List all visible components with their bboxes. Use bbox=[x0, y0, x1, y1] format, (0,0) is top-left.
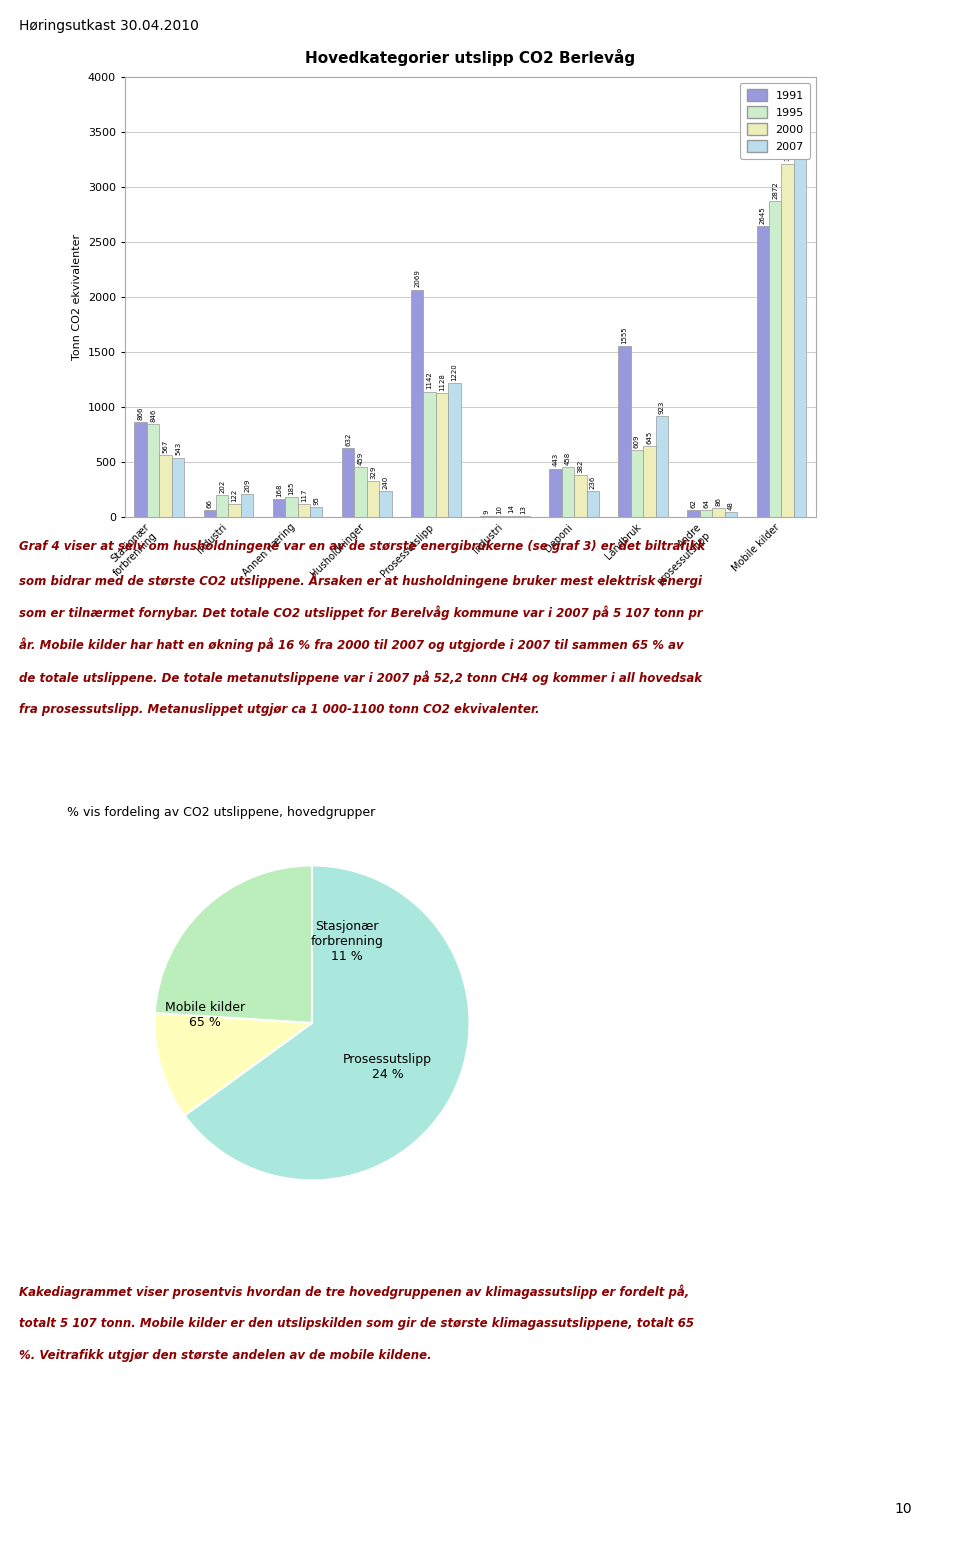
Text: 86: 86 bbox=[715, 497, 722, 505]
Text: 240: 240 bbox=[382, 476, 389, 488]
Text: 632: 632 bbox=[345, 432, 351, 446]
Text: 443: 443 bbox=[552, 452, 559, 466]
Bar bbox=[562, 466, 574, 517]
Bar bbox=[687, 511, 700, 517]
Bar bbox=[204, 510, 216, 517]
Bar bbox=[342, 448, 354, 517]
Y-axis label: Tonn CO2 ekvivalenter: Tonn CO2 ekvivalenter bbox=[72, 235, 83, 360]
Text: % vis fordeling av CO2 utslippene, hovedgrupper: % vis fordeling av CO2 utslippene, hoved… bbox=[67, 806, 375, 818]
Text: 1128: 1128 bbox=[439, 374, 445, 391]
Bar bbox=[134, 422, 147, 517]
Text: Kakediagrammet viser prosentvis hvordan de tre hovedgruppenen av klimagassutslip: Kakediagrammet viser prosentvis hvordan … bbox=[19, 1285, 689, 1299]
Text: 3343: 3343 bbox=[797, 130, 804, 147]
Wedge shape bbox=[155, 1013, 312, 1115]
Bar bbox=[643, 446, 656, 517]
Text: 62: 62 bbox=[690, 499, 697, 508]
Text: 1220: 1220 bbox=[451, 363, 458, 381]
Text: Graf 4 viser at selv om husholdningene var en av de største energibrukerne (se g: Graf 4 viser at selv om husholdningene v… bbox=[19, 540, 706, 553]
Bar bbox=[159, 455, 172, 517]
Bar bbox=[700, 510, 712, 517]
Bar bbox=[285, 497, 298, 517]
Text: 64: 64 bbox=[703, 499, 709, 508]
Text: 609: 609 bbox=[634, 434, 640, 448]
Text: Stasjonær
forbrenning
11 %: Stasjonær forbrenning 11 % bbox=[310, 920, 383, 962]
Text: 14: 14 bbox=[508, 505, 515, 514]
Text: 117: 117 bbox=[300, 488, 307, 502]
Text: 168: 168 bbox=[276, 483, 282, 497]
Text: 866: 866 bbox=[137, 406, 144, 420]
Bar bbox=[656, 415, 668, 517]
Text: 382: 382 bbox=[577, 460, 584, 472]
Text: 202: 202 bbox=[219, 480, 226, 493]
Bar bbox=[172, 457, 184, 517]
Text: totalt 5 107 tonn. Mobile kilder er den utslipskilden som gir de største klimaga: totalt 5 107 tonn. Mobile kilder er den … bbox=[19, 1317, 694, 1329]
Bar bbox=[631, 451, 643, 517]
Text: 10: 10 bbox=[495, 505, 502, 514]
Bar bbox=[273, 499, 285, 517]
Text: 543: 543 bbox=[175, 442, 181, 455]
Text: Prosessutslipp
24 %: Prosessutslipp 24 % bbox=[343, 1053, 432, 1081]
Text: som bidrar med de største CO2 utslippene. Årsaken er at husholdningene bruker me: som bidrar med de største CO2 utslippene… bbox=[19, 573, 702, 588]
Text: 2069: 2069 bbox=[414, 270, 420, 287]
Bar bbox=[769, 201, 781, 517]
Text: 923: 923 bbox=[659, 400, 665, 414]
Wedge shape bbox=[155, 865, 312, 1024]
Bar bbox=[310, 506, 323, 517]
Bar bbox=[712, 508, 725, 517]
Bar bbox=[298, 505, 310, 517]
Bar bbox=[549, 468, 562, 517]
Text: 209: 209 bbox=[244, 479, 251, 493]
Text: %. Veitrafikk utgjør den største andelen av de mobile kildene.: %. Veitrafikk utgjør den største andelen… bbox=[19, 1349, 432, 1362]
Text: år. Mobile kilder har hatt en økning på 16 % fra 2000 til 2007 og utgjorde i 200: år. Mobile kilder har hatt en økning på … bbox=[19, 638, 684, 652]
Bar bbox=[354, 466, 367, 517]
Bar bbox=[618, 346, 631, 517]
Legend: 1991, 1995, 2000, 2007: 1991, 1995, 2000, 2007 bbox=[740, 83, 810, 159]
Bar bbox=[423, 392, 436, 517]
Text: 9: 9 bbox=[483, 510, 490, 514]
Text: som er tilnærmet fornybar. Det totale CO2 utslippet for Berelvåg kommune var i 2: som er tilnærmet fornybar. Det totale CO… bbox=[19, 605, 703, 619]
Text: 66: 66 bbox=[206, 499, 213, 508]
Bar bbox=[725, 513, 737, 517]
Bar bbox=[411, 290, 423, 517]
Bar bbox=[781, 164, 794, 517]
Bar bbox=[147, 425, 159, 517]
Text: Høringsutkast 30.04.2010: Høringsutkast 30.04.2010 bbox=[19, 19, 199, 32]
Text: 3214: 3214 bbox=[784, 144, 791, 162]
Bar bbox=[436, 394, 448, 517]
Bar bbox=[756, 227, 769, 517]
Text: 236: 236 bbox=[589, 476, 596, 489]
Text: 10: 10 bbox=[895, 1502, 912, 1516]
Bar bbox=[241, 494, 253, 517]
Text: Mobile kilder
65 %: Mobile kilder 65 % bbox=[165, 1001, 245, 1028]
Text: 13: 13 bbox=[520, 505, 527, 514]
Wedge shape bbox=[184, 865, 469, 1180]
Text: 122: 122 bbox=[231, 488, 238, 502]
Text: 645: 645 bbox=[646, 431, 653, 445]
Title: Hovedkategorier utslipp CO2 Berlevåg: Hovedkategorier utslipp CO2 Berlevåg bbox=[305, 49, 636, 66]
Text: 2872: 2872 bbox=[772, 181, 779, 199]
Bar bbox=[367, 482, 379, 517]
Text: fra prosessutslipp. Metanuslippet utgjør ca 1 000-1100 tonn CO2 ekvivalenter.: fra prosessutslipp. Metanuslippet utgjør… bbox=[19, 703, 540, 715]
Bar bbox=[574, 476, 587, 517]
Text: de totale utslippene. De totale metanutslippene var i 2007 på 52,2 tonn CH4 og k: de totale utslippene. De totale metanuts… bbox=[19, 670, 703, 684]
Text: 2645: 2645 bbox=[759, 207, 766, 224]
Bar bbox=[379, 491, 392, 517]
Text: 95: 95 bbox=[313, 496, 320, 505]
Bar bbox=[794, 150, 806, 517]
Bar bbox=[228, 503, 241, 517]
Bar bbox=[587, 491, 599, 517]
Text: 567: 567 bbox=[162, 440, 169, 452]
Text: 846: 846 bbox=[150, 409, 156, 422]
Text: 459: 459 bbox=[357, 451, 364, 465]
Text: 1142: 1142 bbox=[426, 372, 433, 389]
Bar bbox=[216, 496, 228, 517]
Text: 1555: 1555 bbox=[621, 326, 628, 344]
Bar bbox=[448, 383, 461, 517]
Text: 329: 329 bbox=[370, 465, 376, 479]
Text: 48: 48 bbox=[728, 500, 734, 510]
Text: 185: 185 bbox=[288, 482, 295, 494]
Text: 458: 458 bbox=[564, 451, 571, 465]
